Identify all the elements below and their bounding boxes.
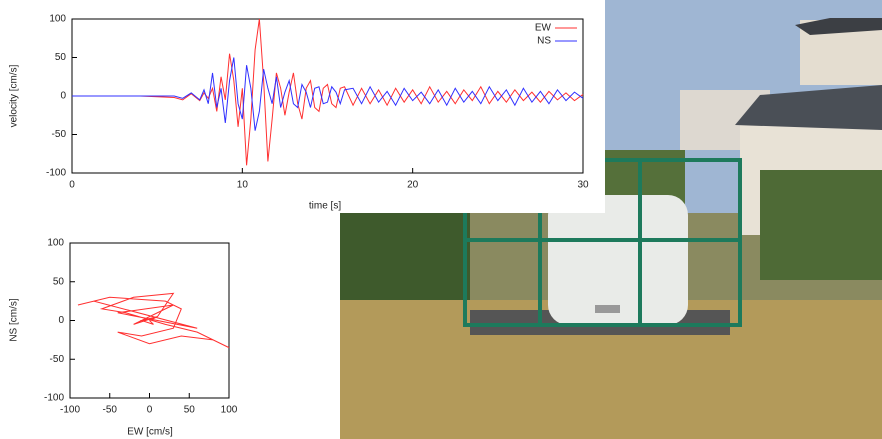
roof-upper [795,18,882,35]
y-tick-label: 0 [60,91,66,102]
x-tick-label: 0 [69,180,75,191]
instrument-box [548,195,688,325]
x-tick-label: 0 [147,405,153,416]
x-tick-label: 10 [237,180,249,191]
y-tick-label: 100 [49,14,66,25]
x-tick-label: 20 [407,180,419,191]
y-axis-label: velocity [cm/s] [9,64,20,127]
y-tick-label: -100 [46,168,66,179]
y-tick-label: -50 [50,354,65,365]
legend-label: EW [535,23,552,34]
series-line [77,292,230,349]
x-tick-label: 100 [221,405,238,416]
x-tick-label: 50 [184,405,196,416]
x-tick-label: -50 [103,405,118,416]
x-tick-label: -100 [60,405,80,416]
x-tick-label: 30 [577,180,589,191]
y-tick-label: -50 [52,129,67,140]
y-tick-label: 0 [58,315,64,326]
trees [340,213,470,303]
x-axis-label: time [s] [309,201,341,212]
series-line [72,57,584,131]
plate [595,305,620,313]
legend-label: NS [537,36,551,47]
y-tick-label: -100 [44,393,64,404]
series-line [72,18,584,166]
y-tick-label: 50 [55,52,67,63]
y-axis-label: NS [cm/s] [9,298,20,342]
roof [735,85,882,130]
y-tick-label: 50 [53,276,65,287]
chart-panel [0,0,605,213]
y-tick-label: 100 [47,238,64,249]
x-axis-label: EW [cm/s] [127,427,173,438]
shrubs [760,170,882,280]
photo [340,0,882,439]
